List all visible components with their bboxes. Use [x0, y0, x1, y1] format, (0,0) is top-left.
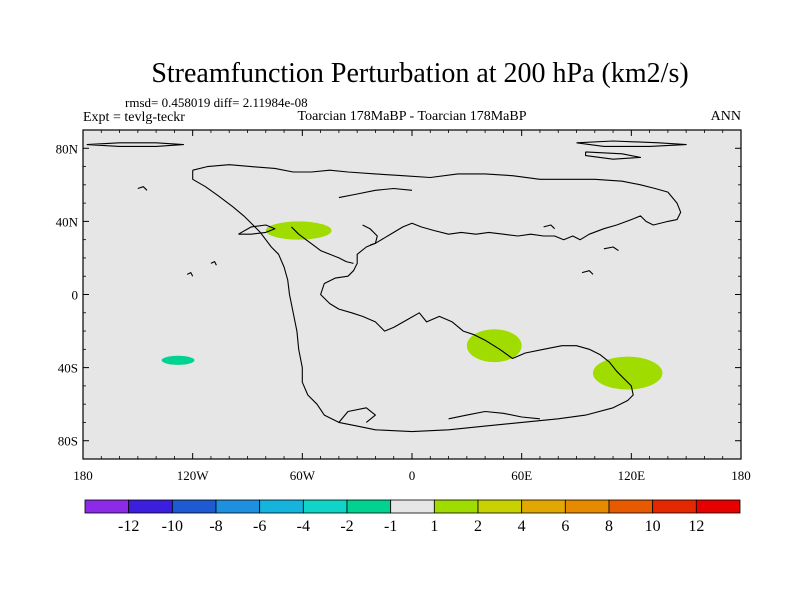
x-tick-label: 60W — [290, 468, 316, 483]
colorbar-swatch — [608, 499, 654, 514]
colorbar-swatch — [521, 499, 566, 514]
colorbar-label: 2 — [474, 518, 482, 535]
colorbar-swatch — [433, 499, 479, 514]
y-tick-label: 80S — [58, 434, 78, 449]
coastline-north-channel — [338, 187, 413, 199]
colorbar-swatch — [652, 499, 697, 514]
coastline-west-peninsula — [238, 224, 276, 235]
anomaly-region-4 — [161, 355, 195, 365]
x-tick-label: 120E — [618, 468, 646, 483]
axis-layer: 180 120W 60W 0 60E 120E 180 80N 40N 0 40S 80S — [56, 129, 751, 483]
y-tick-label: 40S — [58, 361, 78, 376]
anomaly-region-1 — [265, 221, 332, 240]
anomaly-region-3 — [592, 356, 663, 390]
coastline-ocean-islet-1 — [186, 272, 194, 277]
colorbar-swatch — [302, 499, 348, 514]
colorbar-swatch — [390, 499, 435, 514]
colorbar-swatch — [215, 499, 261, 514]
coastline-north-island-east — [585, 151, 642, 160]
map-area: 180 120W 60W 0 60E 120E 180 80N 40N 0 40S 80S — [56, 129, 751, 483]
y-tick-label: 40N — [56, 214, 79, 229]
coastline-tethys-islet-3 — [581, 270, 594, 275]
right-label: ANN — [711, 109, 741, 124]
colorbar-swatch — [477, 499, 523, 514]
colorbar-swatch — [259, 499, 304, 514]
coastline-interior-lake-line — [362, 224, 378, 246]
coastline-south-continent-inlet — [448, 410, 540, 420]
colorbar-label: 4 — [518, 518, 526, 535]
colorbar-label: 12 — [688, 518, 704, 535]
x-tick-label: 0 — [409, 468, 416, 483]
colorbar-label: 1 — [430, 518, 438, 535]
figure-title: Streamfunction Perturbation at 200 hPa (… — [151, 58, 688, 89]
colorbar-swatch — [84, 499, 130, 514]
colorbar-label: -6 — [253, 518, 266, 535]
coastline-arctic-island-west — [86, 142, 185, 147]
colorbar-label: 6 — [561, 518, 569, 535]
colorbar-label: -8 — [209, 518, 222, 535]
colorbar-label: -2 — [340, 518, 353, 535]
left-label: Expt = tevlg-teckr — [83, 110, 185, 125]
coastline-antarctic-fragment — [338, 407, 376, 423]
colorbar: -12 -10 -8 -6 -4 -2 -1 1 2 4 6 8 10 12 — [84, 499, 741, 535]
colorbar-swatch — [564, 499, 610, 514]
x-tick-label: 180 — [73, 468, 93, 483]
coastline-ocean-islet-3 — [137, 186, 148, 191]
coastline-layer — [86, 140, 687, 433]
colorbar-swatch — [171, 499, 217, 514]
coastline-pangaea — [192, 164, 682, 433]
colorbar-label: -1 — [384, 518, 397, 535]
map-background — [83, 130, 741, 459]
stats-label: rmsd= 0.458019 diff= 2.11984e-08 — [125, 95, 308, 110]
colorbar-swatch — [346, 499, 392, 514]
x-tick-label: 120W — [177, 468, 210, 483]
colorbar-label: -12 — [118, 518, 139, 535]
y-tick-label: 80N — [56, 141, 79, 156]
colorbar-label: -4 — [297, 518, 310, 535]
coastline-tethys-islet-1 — [543, 224, 555, 230]
coastline-ocean-islet-2 — [210, 261, 217, 266]
x-tick-label: 60E — [511, 468, 532, 483]
coastline-interior-sea-line — [291, 226, 354, 264]
colorbar-label: 10 — [645, 518, 661, 535]
colorbar-swatch — [128, 499, 173, 514]
coastline-arctic-island-east — [576, 140, 687, 147]
colorbar-label: 8 — [605, 518, 613, 535]
colorbar-swatch — [695, 499, 741, 514]
y-tick-label: 0 — [72, 288, 79, 303]
x-tick-label: 180 — [731, 468, 751, 483]
colorbar-label: -10 — [162, 518, 183, 535]
center-label: Toarcian 178MaBP - Toarcian 178MaBP — [298, 109, 527, 124]
coastline-tethys-islet-2 — [603, 246, 619, 252]
